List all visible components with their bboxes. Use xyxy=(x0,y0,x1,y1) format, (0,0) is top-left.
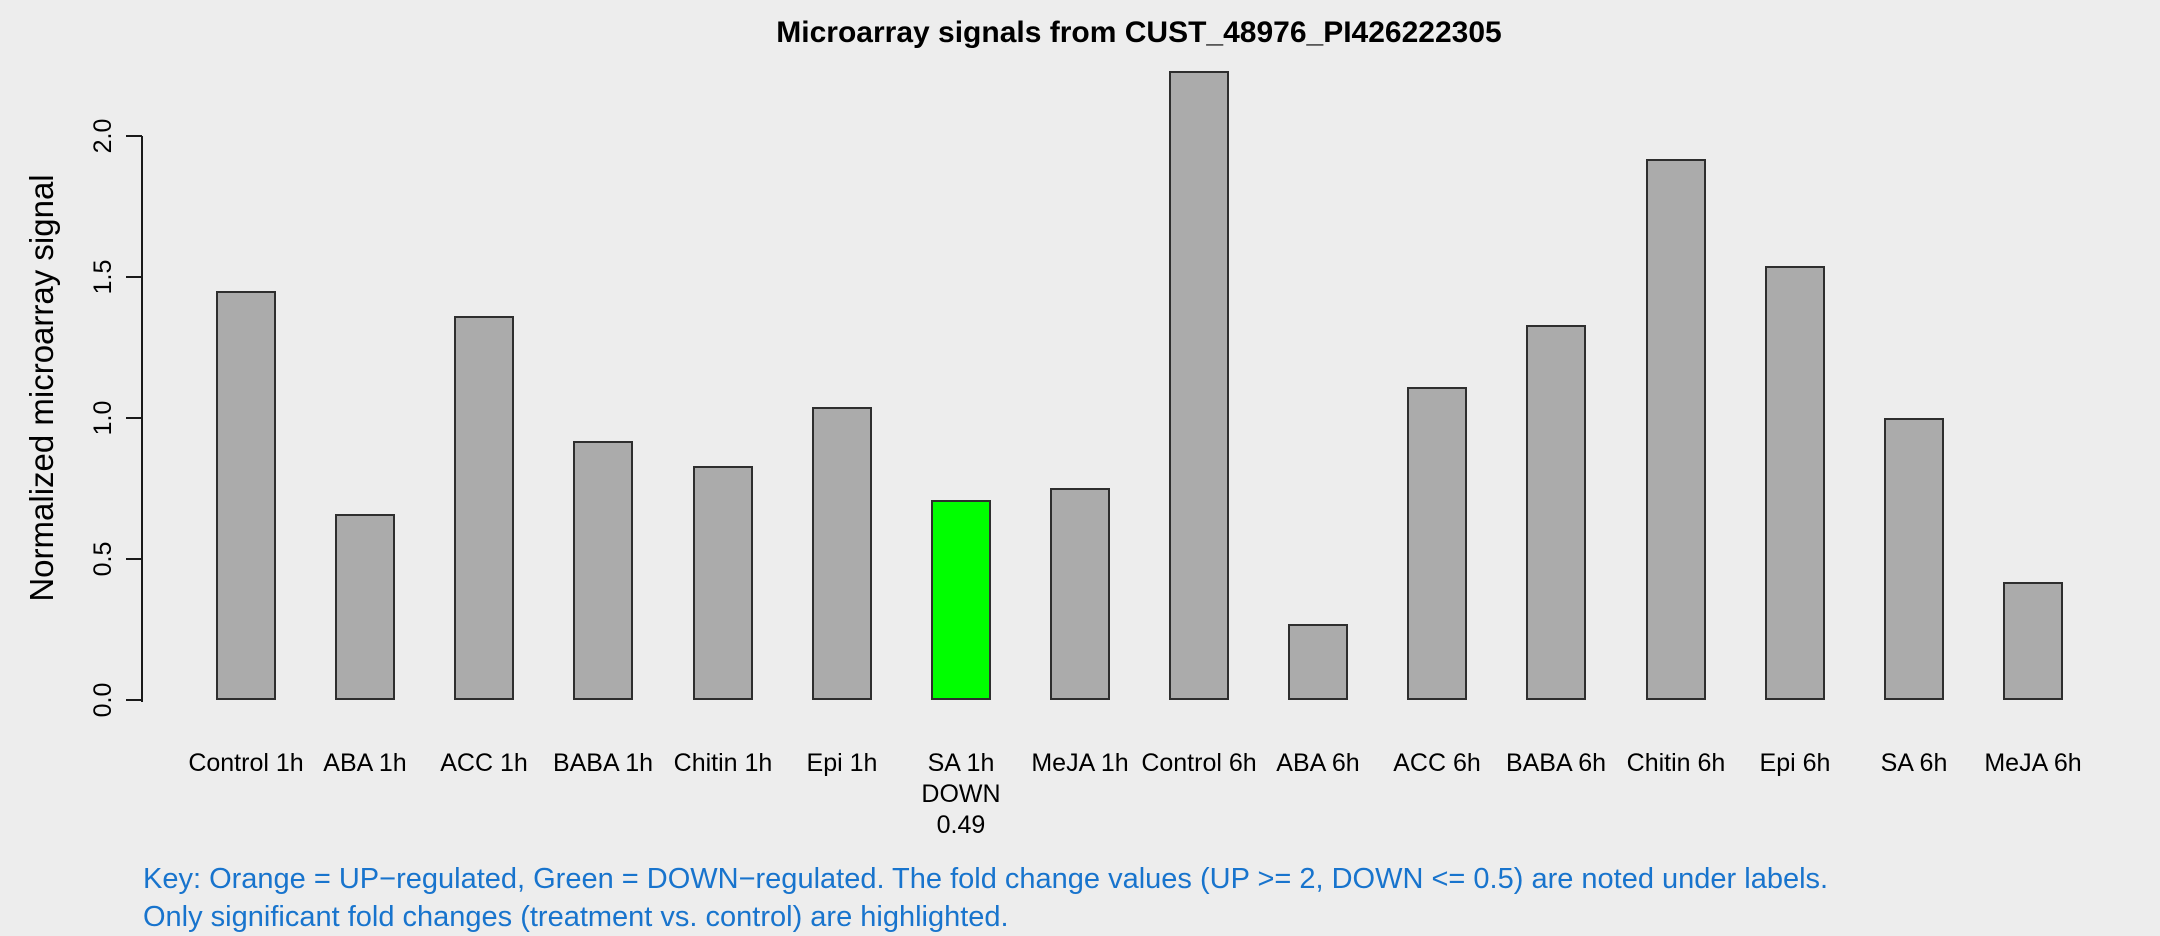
bar-control-6h xyxy=(1169,71,1229,700)
key-text-line-2: Only significant fold changes (treatment… xyxy=(143,901,1009,933)
bar-chitin-6h xyxy=(1646,159,1706,700)
bar-meja-6h xyxy=(2003,582,2063,700)
bar-baba-1h xyxy=(573,441,633,700)
y-axis-tick xyxy=(126,135,142,137)
bar-baba-6h xyxy=(1526,325,1586,700)
x-axis-label-acc-1h: ACC 1h xyxy=(440,749,528,777)
x-axis-label-meja-1h: MeJA 1h xyxy=(1031,749,1129,777)
x-axis-label-epi-1h: Epi 1h xyxy=(806,749,878,777)
bar-sa-1h xyxy=(931,500,991,700)
y-axis-title: Normalized microarray signal xyxy=(23,174,60,602)
x-axis-label-chitin-6h: Chitin 6h xyxy=(1626,749,1726,777)
y-axis-tick xyxy=(126,276,142,278)
y-axis-tick-label: 0.5 xyxy=(89,541,117,577)
x-axis-label-chitin-1h: Chitin 1h xyxy=(673,749,773,777)
y-axis-line xyxy=(141,136,143,702)
bar-aba-1h xyxy=(335,514,395,700)
x-axis-label-baba-1h: BABA 1h xyxy=(552,749,654,777)
bar-control-1h xyxy=(216,291,276,700)
bar-epi-6h xyxy=(1765,266,1825,700)
x-axis-label-sa-6h: SA 6h xyxy=(1880,749,1948,777)
y-axis-tick-label: 2.0 xyxy=(89,118,117,154)
bar-aba-6h xyxy=(1288,624,1348,700)
y-axis-tick xyxy=(126,699,142,701)
y-axis-tick xyxy=(126,417,142,419)
y-axis-tick-label: 1.5 xyxy=(89,259,117,295)
x-axis-label-aba-1h: ABA 1h xyxy=(323,749,407,777)
bar-acc-6h xyxy=(1407,387,1467,700)
y-axis-tick-label: 0.0 xyxy=(89,682,117,718)
x-axis-label-baba-6h: BABA 6h xyxy=(1505,749,1607,777)
bar-chitin-1h xyxy=(693,466,753,700)
chart-title: Microarray signals from CUST_48976_PI426… xyxy=(776,16,1502,49)
bar-acc-1h xyxy=(454,316,514,700)
bar-epi-1h xyxy=(812,407,872,700)
bar-meja-1h xyxy=(1050,488,1110,700)
x-axis-label-control-1h: Control 1h xyxy=(188,749,304,777)
x-axis-label-meja-6h: MeJA 6h xyxy=(1984,749,2082,777)
key-text-line-1: Key: Orange = UP−regulated, Green = DOWN… xyxy=(143,863,1829,895)
x-axis-label-acc-6h: ACC 6h xyxy=(1393,749,1481,777)
x-axis-label-sa-1h: SA 1h DOWN 0.49 xyxy=(921,749,1001,839)
y-axis-tick-label: 1.0 xyxy=(89,400,117,436)
x-axis-label-aba-6h: ABA 6h xyxy=(1276,749,1360,777)
bar-sa-6h xyxy=(1884,418,1944,700)
y-axis-tick xyxy=(126,558,142,560)
x-axis-label-control-6h: Control 6h xyxy=(1141,749,1257,777)
x-axis-label-epi-6h: Epi 6h xyxy=(1759,749,1831,777)
